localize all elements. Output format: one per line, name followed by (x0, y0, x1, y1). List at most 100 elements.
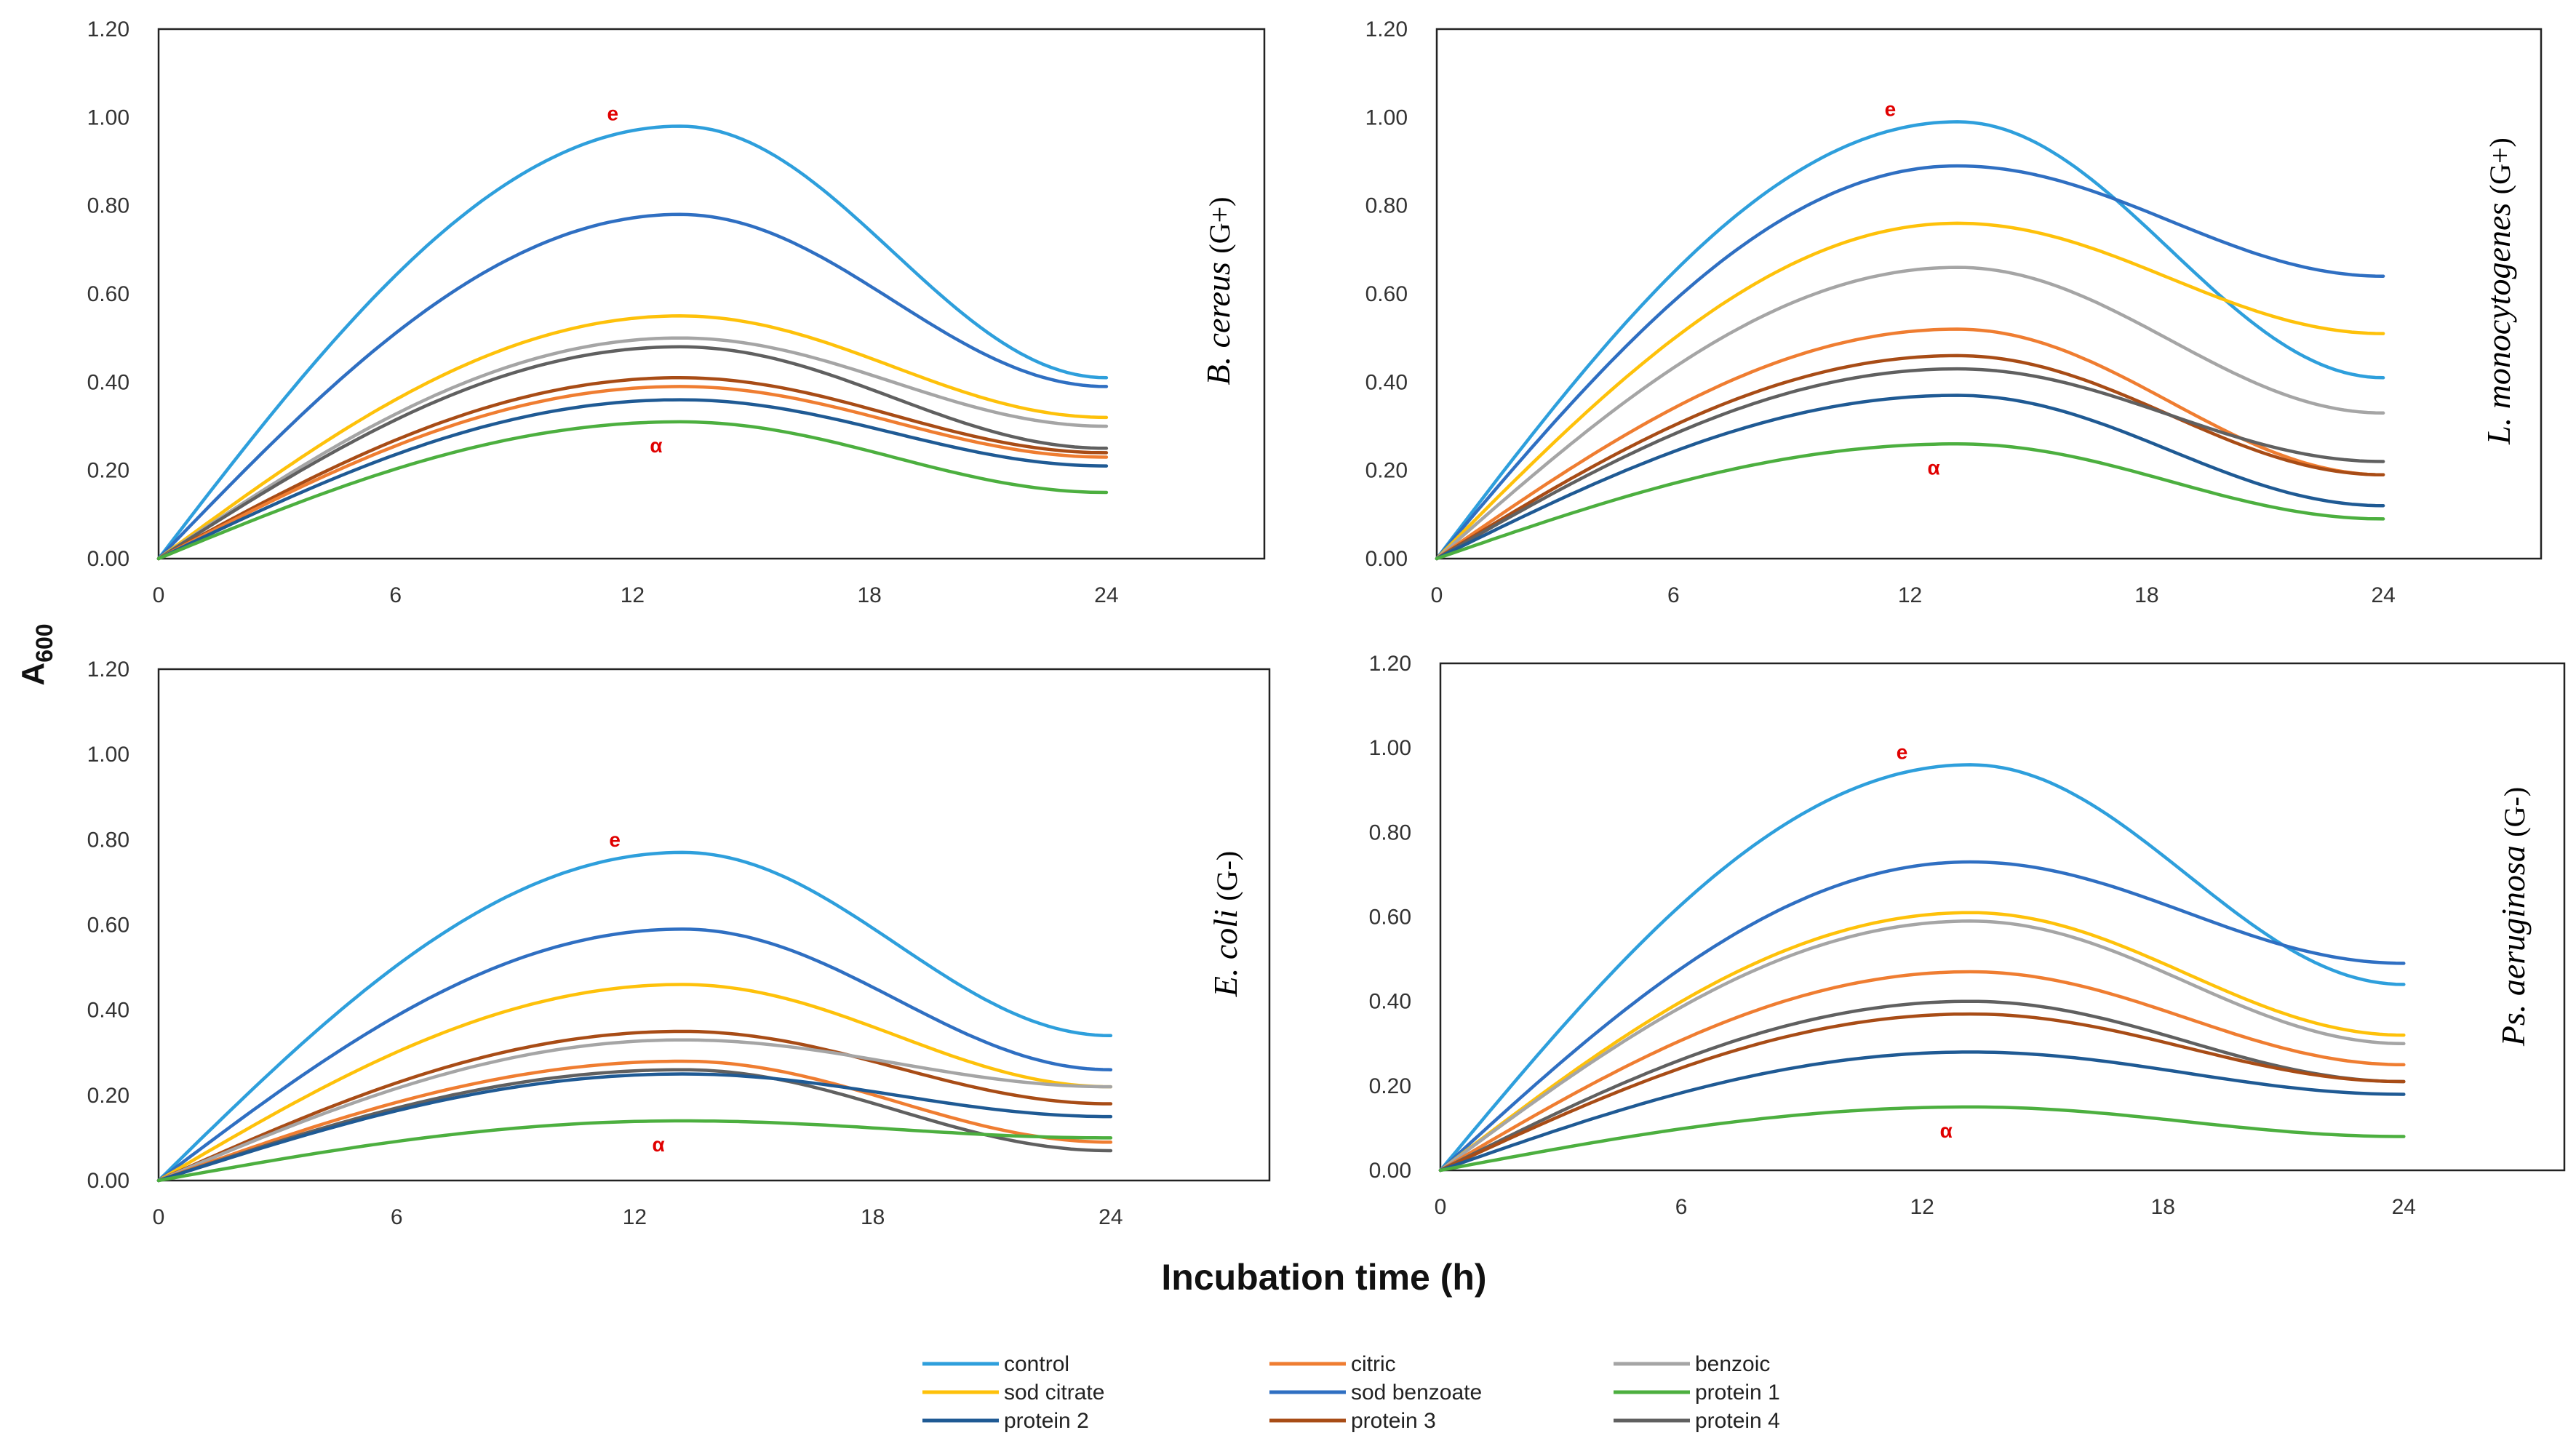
gram-label: (G-) (1211, 851, 1243, 901)
series-line-sod-benzoate (1435, 164, 2385, 561)
series-line-protein-1 (1435, 442, 2385, 561)
series-line-sod-citrate (156, 983, 1113, 1183)
x-tick-label: 6 (1667, 583, 1680, 607)
y-tick-label: 0.80 (1365, 194, 1408, 218)
legend-item-sod-citrate: sod citrate (922, 1381, 1104, 1405)
series-line-protein-2 (1435, 394, 2385, 561)
legend-label: protein 4 (1695, 1409, 1780, 1433)
series-line-citric (1438, 970, 2406, 1173)
y-tick-label: 0.00 (1365, 547, 1408, 571)
x-tick-label: 0 (1435, 1195, 1447, 1219)
x-tick-label: 0 (153, 1205, 165, 1229)
significance-marker-low: α (650, 434, 662, 457)
y-tick-label: 1.20 (1369, 652, 1411, 676)
y-tick-label: 0.20 (87, 459, 129, 483)
significance-marker-high: e (1885, 97, 1897, 120)
gram-label: (G+) (1203, 196, 1236, 253)
x-tick-label: 18 (2134, 583, 2158, 607)
significance-marker-high: e (607, 102, 618, 124)
y-axis-label-main: A (15, 663, 51, 686)
y-tick-label: 0.80 (87, 828, 129, 852)
y-tick-label: 0.80 (1369, 820, 1411, 844)
organism-label: E. coli (G-) (1207, 851, 1244, 997)
organism-name: L. monocytogenes (2480, 194, 2517, 445)
series-line-control (1438, 763, 2406, 1173)
plot-frame (157, 668, 1271, 1182)
x-tick-label: 18 (2151, 1195, 2175, 1219)
y-tick-label: 1.20 (87, 17, 129, 41)
organism-name: Ps. aeruginosa (2495, 837, 2532, 1047)
significance-marker-high: e (1897, 740, 1908, 763)
plot-frame (1435, 28, 2543, 560)
x-axis-label: Incubation time (h) (1161, 1257, 1486, 1298)
series-line-protein-1 (156, 420, 1109, 561)
legend-item-benzoic: benzoic (1614, 1352, 1770, 1376)
x-tick-label: 6 (391, 1205, 403, 1229)
plot-frame (157, 28, 1266, 560)
y-tick-label: 1.20 (87, 658, 129, 682)
y-tick-label: 0.60 (87, 282, 129, 306)
y-tick-label: 0.40 (1365, 370, 1408, 394)
series-line-protein-3 (156, 376, 1109, 561)
series-line-protein-1 (1438, 1105, 2406, 1173)
y-tick-label: 0.00 (87, 1169, 129, 1193)
legend-item-protein-2: protein 2 (922, 1409, 1089, 1433)
significance-marker-low: α (1927, 456, 1939, 479)
y-tick-label: 1.00 (1365, 105, 1408, 129)
organism-label: B. cereus (G+) (1200, 196, 1237, 385)
chart-panel-2: 0.00 0.20 0.40 0.60 0.80 1.00 1.20 0 6 12 18 24 e α L.… (1365, 17, 2543, 607)
y-tick-label: 0.60 (1369, 906, 1411, 930)
y-tick-label: 0.20 (1365, 459, 1408, 483)
series-line-benzoic (1435, 265, 2385, 561)
legend-label: protein 1 (1695, 1381, 1780, 1405)
series-line-control (156, 850, 1113, 1183)
x-tick-label: 24 (1094, 583, 1118, 607)
series-line-citric (1435, 327, 2385, 561)
y-tick-label: 1.00 (87, 105, 129, 129)
legend-item-citric: citric (1269, 1352, 1396, 1376)
chart-panel-1: 0.00 0.20 0.40 0.60 0.80 1.00 1.20 0 6 12 18 24 e α B.… (87, 17, 1266, 607)
gram-label: (G+) (2484, 137, 2516, 194)
significance-marker-low: α (1940, 1119, 1953, 1142)
legend-label: protein 3 (1351, 1409, 1436, 1433)
series-line-protein-1 (156, 1119, 1113, 1183)
series-line-sod-benzoate (156, 212, 1109, 561)
y-tick-label: 0.20 (87, 1084, 129, 1108)
y-tick-label: 0.40 (87, 999, 129, 1023)
series-line-benzoic (156, 1038, 1113, 1183)
chart-panel-3: 0.00 0.20 0.40 0.60 0.80 1.00 1.20 0 6 12 18 24 e α E.… (87, 658, 1271, 1229)
legend-item-protein-1: protein 1 (1614, 1381, 1780, 1405)
series-line-protein-2 (1438, 1050, 2406, 1173)
series-line-protein-3 (156, 1029, 1113, 1183)
x-tick-label: 24 (2371, 583, 2395, 607)
series-line-protein-2 (156, 1072, 1113, 1183)
organism-name: B. cereus (1200, 254, 1237, 386)
chart-panel-4: 0.00 0.20 0.40 0.60 0.80 1.00 1.20 0 6 12 18 24 e α Ps… (1369, 652, 2566, 1219)
x-tick-label: 12 (1910, 1195, 1934, 1219)
gram-label: (G-) (2498, 787, 2531, 837)
series-line-sod-citrate (1438, 911, 2406, 1173)
legend-label: sod benzoate (1351, 1381, 1482, 1405)
series-line-protein-2 (156, 398, 1109, 561)
series-line-sod-citrate (156, 314, 1109, 561)
y-tick-label: 0.00 (87, 547, 129, 571)
y-tick-label: 1.00 (1369, 736, 1411, 760)
x-tick-label: 6 (1675, 1195, 1688, 1219)
series-line-sod-citrate (1435, 221, 2385, 561)
x-tick-label: 0 (153, 583, 165, 607)
x-tick-label: 12 (621, 583, 645, 607)
legend-item-protein-4: protein 4 (1614, 1409, 1780, 1433)
series-line-protein-3 (1435, 353, 2385, 561)
y-axis-label-subscript: 600 (31, 623, 57, 662)
legend-label: control (1004, 1352, 1069, 1376)
x-tick-label: 12 (623, 1205, 647, 1229)
legend-label: benzoic (1695, 1352, 1770, 1376)
x-tick-label: 24 (1098, 1205, 1122, 1229)
series-line-citric (156, 385, 1109, 561)
series-line-citric (156, 1059, 1113, 1183)
y-tick-label: 0.40 (1369, 990, 1411, 1014)
series-line-protein-4 (156, 345, 1109, 561)
series-line-sod-benzoate (156, 927, 1113, 1183)
y-tick-label: 0.60 (87, 914, 129, 938)
